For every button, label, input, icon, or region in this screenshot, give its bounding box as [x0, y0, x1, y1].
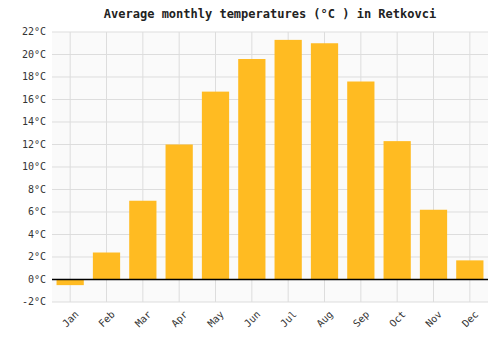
x-tick-label: Mar	[133, 309, 154, 330]
axes: -2°C 0°C 2°C 4°C 6°C 8°C 10°C 12°C 14°C 16°C 18°C 2…	[22, 26, 480, 329]
y-tick-label: 6°C	[28, 206, 46, 217]
y-tick-label: 4°C	[28, 229, 46, 240]
y-tick-label: 12°C	[22, 139, 46, 150]
bar	[202, 92, 229, 280]
x-tick-label: Dec	[460, 309, 481, 330]
bar	[456, 260, 483, 279]
zero-line	[52, 279, 488, 281]
y-grid-line	[52, 279, 488, 280]
bar	[347, 82, 374, 280]
y-tick-label: 20°C	[22, 49, 46, 60]
x-tick-label: Nov	[423, 309, 444, 330]
y-tick-label: 0°C	[28, 274, 46, 285]
bar	[166, 145, 193, 280]
title: Average monthly temperatures (°C ) in Re…	[104, 7, 436, 21]
grid	[52, 32, 488, 302]
y-grid-line	[52, 54, 488, 55]
chart: -2°C 0°C 2°C 4°C 6°C 8°C 10°C 12°C 14°C 16°C 18°C 2…	[0, 0, 500, 350]
x-tick-label: Aug	[314, 309, 335, 330]
bar	[311, 43, 338, 279]
x-tick-label: Feb	[96, 309, 117, 330]
y-grid-line	[52, 302, 488, 303]
bar	[129, 201, 156, 280]
bar	[384, 141, 411, 279]
x-tick-label: Apr	[169, 309, 190, 330]
bar	[93, 253, 120, 280]
x-tick-label: Jan	[60, 309, 81, 330]
x-tick-label: Sep	[351, 309, 372, 330]
x-tick-label: Jun	[242, 309, 263, 330]
y-tick-label: 16°C	[22, 94, 46, 105]
bar	[420, 210, 447, 280]
x-tick-label: May	[205, 309, 226, 330]
y-tick-label: 2°C	[28, 251, 46, 262]
bars	[57, 40, 484, 285]
y-tick-label: 10°C	[22, 161, 46, 172]
x-grid-line	[70, 32, 71, 302]
y-grid-line	[52, 144, 488, 145]
x-tick-label: Jul	[278, 309, 299, 330]
y-grid-line	[52, 122, 488, 123]
y-tick-label: 14°C	[22, 116, 46, 127]
y-tick-label: 18°C	[22, 71, 46, 82]
y-grid-line	[52, 189, 488, 190]
y-grid-line	[52, 99, 488, 100]
bar	[238, 59, 265, 280]
y-tick-label: 22°C	[22, 26, 46, 37]
y-tick-label: 8°C	[28, 184, 46, 195]
y-tick-label: -2°C	[22, 296, 46, 307]
y-grid-line	[52, 167, 488, 168]
bar	[275, 40, 302, 280]
y-grid-line	[52, 32, 488, 33]
plot-area	[52, 32, 488, 302]
y-grid-line	[52, 77, 488, 78]
bar	[57, 280, 84, 286]
x-tick-label: Oct	[387, 309, 408, 330]
